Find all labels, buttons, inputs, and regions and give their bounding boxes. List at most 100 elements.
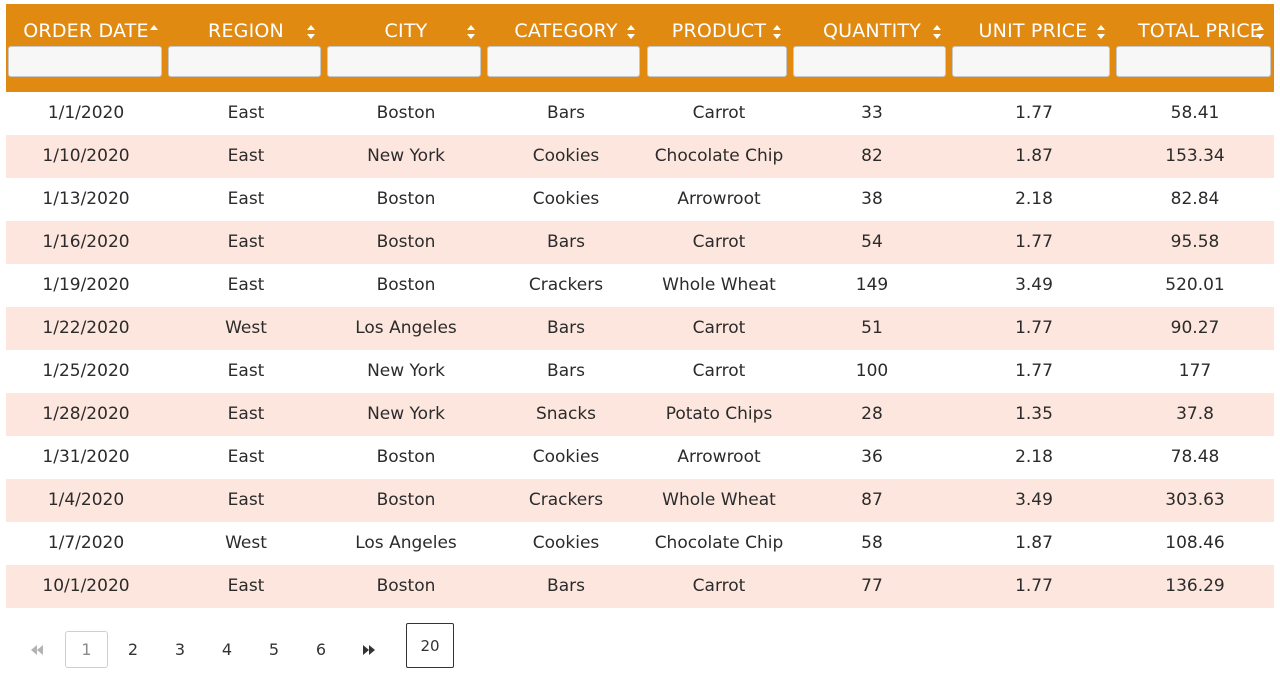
- cell-order-date: 1/25/2020: [42, 361, 130, 381]
- column-header-city: CITY: [326, 4, 486, 92]
- column-title[interactable]: REGION: [208, 20, 284, 42]
- sort-icon[interactable]: [1255, 23, 1265, 41]
- page-button-3[interactable]: 3: [174, 640, 186, 659]
- table-row[interactable]: 1/19/2020 East Boston Crackers Whole Wheat 14…: [6, 264, 1274, 307]
- cell-unit-price: 1.35: [1015, 404, 1053, 424]
- cell-region: East: [227, 232, 265, 252]
- filter-input-region[interactable]: [168, 46, 321, 77]
- cell-category: Crackers: [528, 275, 604, 295]
- cell-city: Boston: [376, 189, 436, 209]
- cell-total-price: 153.34: [1165, 146, 1225, 166]
- table-row[interactable]: 1/25/2020 East New York Bars Carrot 100 1.77 17…: [6, 350, 1274, 393]
- filter-input-total-price[interactable]: [1116, 46, 1271, 77]
- grid-body: 1/1/2020 East Boston Bars Carrot 33 1.77 58.41 1…: [6, 92, 1274, 608]
- cell-order-date: 1/7/2020: [47, 533, 125, 553]
- cell-region: East: [227, 490, 265, 510]
- table-row[interactable]: 1/13/2020 East Boston Cookies Arrowroot 38 2.1…: [6, 178, 1274, 221]
- cell-total-price: 58.41: [1170, 103, 1220, 123]
- cell-quantity: 82: [861, 146, 883, 166]
- page-size-input[interactable]: [406, 623, 454, 668]
- cell-total-price: 82.84: [1170, 189, 1220, 209]
- column-title[interactable]: UNIT PRICE: [978, 20, 1088, 42]
- page-button-5[interactable]: 5: [268, 640, 280, 659]
- cell-city: Boston: [376, 490, 436, 510]
- filter-input-unit-price[interactable]: [952, 46, 1110, 77]
- cell-region: East: [227, 447, 265, 467]
- cell-category: Bars: [547, 361, 585, 381]
- filter-input-category[interactable]: [487, 46, 640, 77]
- sort-icon[interactable]: [466, 23, 476, 41]
- cell-total-price: 108.46: [1165, 533, 1225, 553]
- page-button-4[interactable]: 4: [221, 640, 233, 659]
- cell-region: East: [227, 146, 265, 166]
- table-row[interactable]: 10/1/2020 East Boston Bars Carrot 77 1.77 136.2…: [6, 565, 1274, 608]
- first-page-icon[interactable]: [30, 632, 48, 668]
- table-row[interactable]: 1/31/2020 East Boston Cookies Arrowroot 36 2.1…: [6, 436, 1274, 479]
- cell-order-date: 1/19/2020: [42, 275, 130, 295]
- cell-category: Cookies: [532, 146, 600, 166]
- column-title[interactable]: PRODUCT: [671, 20, 767, 42]
- cell-quantity: 51: [861, 318, 883, 338]
- cell-product: Potato Chips: [665, 404, 773, 424]
- cell-region: East: [227, 103, 265, 123]
- filter-input-order-date[interactable]: [8, 46, 162, 77]
- cell-unit-price: 2.18: [1015, 447, 1053, 467]
- filter-input-quantity[interactable]: [793, 46, 946, 77]
- cell-total-price: 90.27: [1170, 318, 1220, 338]
- table-row[interactable]: 1/7/2020 West Los Angeles Cookies Chocolate …: [6, 522, 1274, 565]
- cell-product: Arrowroot: [677, 189, 761, 209]
- table-row[interactable]: 1/28/2020 East New York Snacks Potato Chips 2…: [6, 393, 1274, 436]
- cell-product: Arrowroot: [677, 447, 761, 467]
- column-title[interactable]: QUANTITY: [822, 20, 922, 42]
- sort-icon[interactable]: [306, 23, 316, 41]
- column-title[interactable]: CATEGORY: [514, 20, 618, 42]
- sort-ascending-icon[interactable]: [149, 23, 159, 41]
- column-title[interactable]: ORDER DATE: [23, 20, 149, 42]
- last-page-icon[interactable]: [362, 632, 380, 668]
- cell-quantity: 77: [861, 576, 883, 596]
- column-title[interactable]: TOTAL PRICE: [1137, 20, 1263, 42]
- cell-city: Boston: [376, 275, 436, 295]
- cell-unit-price: 1.87: [1015, 533, 1053, 553]
- sort-icon[interactable]: [772, 23, 782, 41]
- cell-total-price: 37.8: [1176, 404, 1214, 424]
- cell-quantity: 33: [861, 103, 883, 123]
- cell-region: East: [227, 576, 265, 596]
- column-header-total-price: TOTAL PRICE: [1116, 4, 1274, 92]
- cell-quantity: 100: [855, 361, 889, 381]
- filter-input-city[interactable]: [327, 46, 481, 77]
- cell-city: New York: [367, 361, 445, 381]
- table-row[interactable]: 1/10/2020 East New York Cookies Chocolate Ch…: [6, 135, 1274, 178]
- cell-city: Boston: [376, 447, 436, 467]
- table-row[interactable]: 1/1/2020 East Boston Bars Carrot 33 1.77 58.41: [6, 92, 1274, 135]
- cell-city: Los Angeles: [355, 533, 457, 553]
- table-row[interactable]: 1/16/2020 East Boston Bars Carrot 54 1.77 95.58: [6, 221, 1274, 264]
- cell-unit-price: 1.87: [1015, 146, 1053, 166]
- cell-unit-price: 1.77: [1015, 318, 1053, 338]
- cell-product: Carrot: [692, 361, 746, 381]
- column-header-unit-price: UNIT PRICE: [952, 4, 1116, 92]
- cell-total-price: 95.58: [1170, 232, 1220, 252]
- page-button-1[interactable]: 1: [65, 631, 108, 668]
- cell-unit-price: 1.77: [1015, 232, 1053, 252]
- cell-unit-price: 2.18: [1015, 189, 1053, 209]
- cell-total-price: 177: [1178, 361, 1212, 381]
- filter-input-product[interactable]: [647, 46, 787, 77]
- page-button-6[interactable]: 6: [315, 640, 327, 659]
- cell-quantity: 54: [861, 232, 883, 252]
- cell-city: Los Angeles: [355, 318, 457, 338]
- data-grid: ORDER DATE REGION CITY CATEGORY PRODUCT QUANT…: [6, 4, 1274, 608]
- cell-category: Bars: [547, 103, 585, 123]
- table-row[interactable]: 1/22/2020 West Los Angeles Bars Carrot 51 1.77…: [6, 307, 1274, 350]
- cell-quantity: 58: [861, 533, 883, 553]
- sort-icon[interactable]: [932, 23, 942, 41]
- sort-icon[interactable]: [626, 23, 636, 41]
- cell-order-date: 1/10/2020: [42, 146, 130, 166]
- page-button-2[interactable]: 2: [127, 640, 139, 659]
- cell-total-price: 136.29: [1165, 576, 1225, 596]
- sort-icon[interactable]: [1096, 23, 1106, 41]
- column-title[interactable]: CITY: [384, 20, 428, 42]
- table-row[interactable]: 1/4/2020 East Boston Crackers Whole Wheat 87 3…: [6, 479, 1274, 522]
- cell-category: Bars: [547, 318, 585, 338]
